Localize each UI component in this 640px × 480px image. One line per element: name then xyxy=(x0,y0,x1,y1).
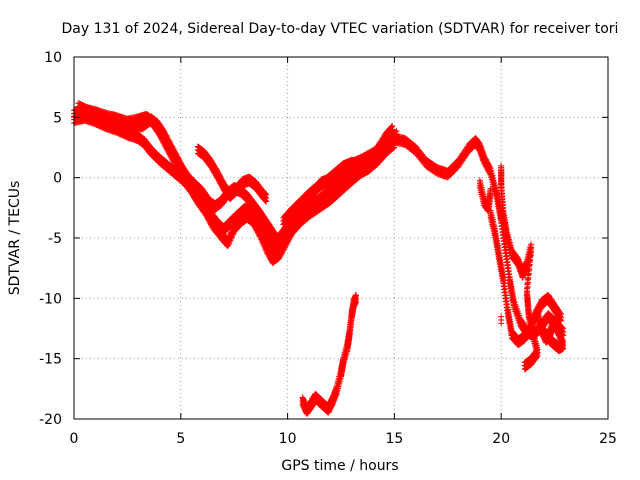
data-point xyxy=(486,164,493,171)
data-marks xyxy=(71,100,567,417)
